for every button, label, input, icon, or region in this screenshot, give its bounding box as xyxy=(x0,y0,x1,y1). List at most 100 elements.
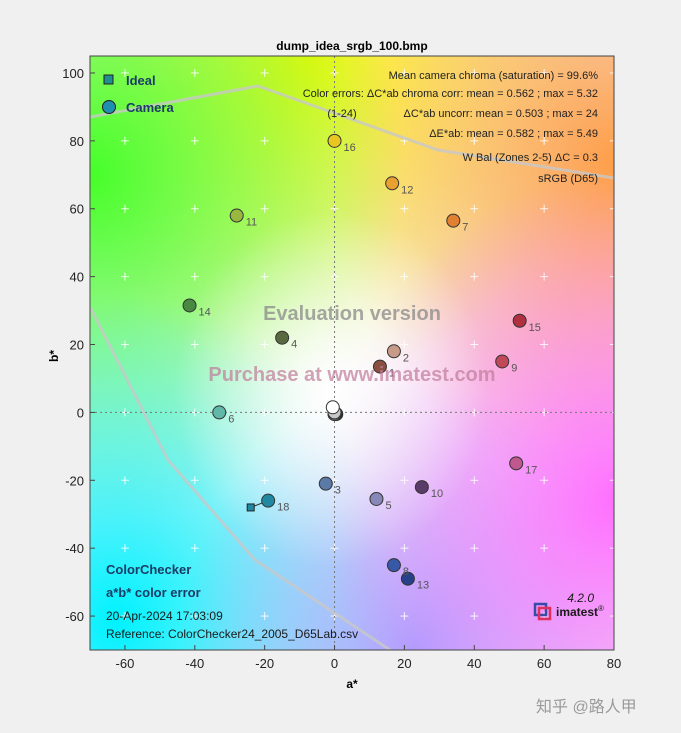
camera-point-13 xyxy=(400,571,415,586)
camera-point-11 xyxy=(229,208,244,223)
grid-mark xyxy=(470,476,479,485)
y-tick-label: 20 xyxy=(70,338,84,353)
annotation-chroma-corr: Color errors: ΔC*ab chroma corr: mean = … xyxy=(303,88,598,100)
annotation-white-balance: W Bal (Zones 2-5) ΔC = 0.3 xyxy=(463,152,598,164)
ideal-point-18 xyxy=(246,503,255,512)
grid-mark xyxy=(260,68,269,77)
imatest-logo-icon xyxy=(533,602,552,621)
point-label-1: 1 xyxy=(389,368,395,380)
grid-marks xyxy=(120,68,614,621)
camera-point-14 xyxy=(182,298,197,313)
grid-mark xyxy=(400,340,409,349)
grid-mark xyxy=(470,136,479,145)
grid-mark xyxy=(260,612,269,621)
grid-mark xyxy=(120,68,129,77)
y-tick-label: 60 xyxy=(70,202,84,217)
point-label-14: 14 xyxy=(199,306,211,318)
grid-mark xyxy=(540,476,549,485)
x-tick-label: -60 xyxy=(116,656,135,671)
grid-mark xyxy=(540,136,549,145)
camera-point-18 xyxy=(261,493,276,508)
point-label-4: 4 xyxy=(291,339,297,351)
legend-ideal-marker xyxy=(103,74,114,85)
grid-mark xyxy=(190,408,199,417)
grid-mark xyxy=(610,476,614,485)
point-label-9: 9 xyxy=(511,362,517,374)
grid-mark xyxy=(610,136,614,145)
camera-point-17 xyxy=(509,456,524,471)
grid-mark xyxy=(260,136,269,145)
grid-mark xyxy=(400,476,409,485)
grid-mark xyxy=(610,544,614,553)
registered-mark: ® xyxy=(598,604,604,613)
point-label-8: 8 xyxy=(403,566,409,578)
grid-mark xyxy=(120,544,129,553)
grid-mark xyxy=(190,136,199,145)
version-label: 4.2.0 xyxy=(567,591,594,605)
grid-mark xyxy=(400,272,409,281)
point-label-18: 18 xyxy=(277,502,289,514)
point-label-5: 5 xyxy=(385,500,391,512)
y-tick-label: 100 xyxy=(62,66,84,81)
grid-mark xyxy=(260,340,269,349)
grid-mark xyxy=(190,272,199,281)
legend-ideal-label: Ideal xyxy=(126,73,156,88)
grid-mark xyxy=(610,204,614,213)
point-label-12: 12 xyxy=(401,184,413,196)
camera-point-2 xyxy=(386,344,401,359)
x-tick-label: 60 xyxy=(537,656,551,671)
camera-point-4 xyxy=(275,330,290,345)
grid-mark xyxy=(190,612,199,621)
y-tick-label: -40 xyxy=(65,541,84,556)
grid-mark xyxy=(470,204,479,213)
grid-mark xyxy=(120,612,129,621)
brand-label: imatest xyxy=(556,605,598,619)
grid-mark xyxy=(610,68,614,77)
y-axis-ticks: 100 80 60 40 20 0 -20 -40 -60 xyxy=(62,66,95,624)
camera-point-6 xyxy=(212,405,227,420)
x-tick-label: -40 xyxy=(185,656,204,671)
x-tick-label: 80 xyxy=(607,656,621,671)
camera-point-19 xyxy=(325,400,340,415)
point-label-16: 16 xyxy=(344,142,356,154)
camera-point-16 xyxy=(327,133,342,148)
annotation-chroma: Mean camera chroma (saturation) = 99.6% xyxy=(389,70,599,82)
grid-mark xyxy=(120,136,129,145)
grid-mark xyxy=(470,272,479,281)
grid-mark xyxy=(400,544,409,553)
grid-mark xyxy=(470,340,479,349)
imatest-badge: 4.2.0 imatest ® xyxy=(533,591,604,621)
y-tick-label: -60 xyxy=(65,609,84,624)
grid-mark xyxy=(400,68,409,77)
info-reference: Reference: ColorChecker24_2005_D65Lab.cs… xyxy=(106,627,358,641)
grid-mark xyxy=(610,340,614,349)
camera-point-9 xyxy=(495,354,510,369)
grid-mark xyxy=(400,204,409,213)
x-tick-label: 20 xyxy=(397,656,411,671)
grid-mark xyxy=(540,204,549,213)
point-label-13: 13 xyxy=(417,580,429,592)
annotation-delta-e: ΔE*ab: mean = 0.582 ; max = 5.49 xyxy=(429,128,598,140)
camera-point-5 xyxy=(369,491,384,506)
grid-mark xyxy=(540,340,549,349)
grid-mark xyxy=(260,544,269,553)
y-axis-label: b* xyxy=(47,350,61,362)
grid-mark xyxy=(190,476,199,485)
grid-mark xyxy=(470,612,479,621)
grid-mark xyxy=(120,408,129,417)
point-label-6: 6 xyxy=(228,413,234,425)
legend-camera-marker xyxy=(102,100,116,114)
point-label-17: 17 xyxy=(525,464,537,476)
chart-title: dump_idea_srgb_100.bmp xyxy=(276,39,427,53)
camera-point-7 xyxy=(446,213,461,228)
info-title: ColorChecker xyxy=(106,562,191,577)
camera-point-10 xyxy=(414,480,429,495)
y-tick-label: 0 xyxy=(77,405,84,420)
grid-mark xyxy=(330,544,339,553)
grid-mark xyxy=(190,68,199,77)
point-label-10: 10 xyxy=(431,488,443,500)
x-tick-label: 0 xyxy=(331,656,338,671)
x-axis-ticks: -60 -40 -20 0 20 40 60 80 xyxy=(116,645,621,671)
